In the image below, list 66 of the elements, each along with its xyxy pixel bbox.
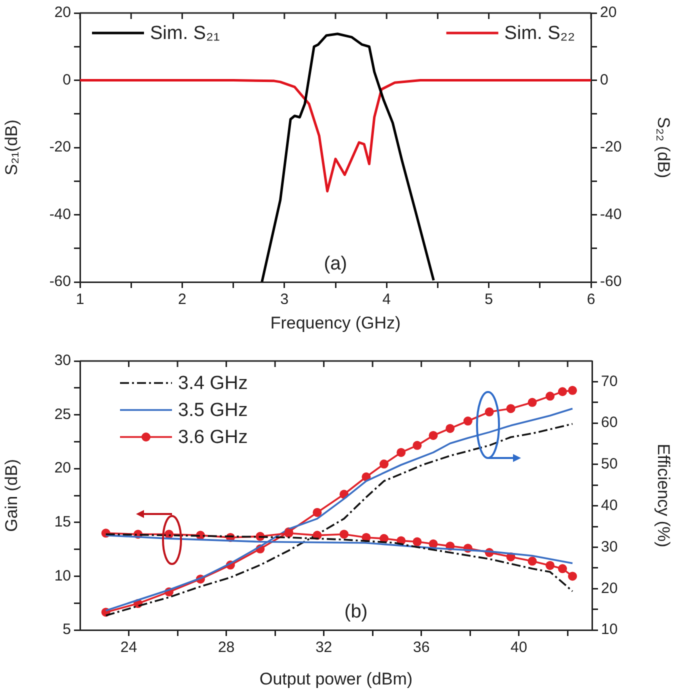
y-tick-label: 25 bbox=[54, 406, 71, 423]
point bbox=[484, 407, 494, 416]
legend-label: Sim. S₂₁ bbox=[150, 23, 220, 44]
y-tick-label: 30 bbox=[54, 352, 71, 370]
y2-tick-label: 70 bbox=[601, 372, 618, 390]
point bbox=[380, 460, 389, 469]
point bbox=[412, 440, 422, 450]
point bbox=[558, 564, 567, 574]
y-axis-title: Gain (dB) bbox=[2, 459, 21, 532]
x-tick-label: 28 bbox=[218, 639, 235, 656]
legend-label: 3.4 GHz bbox=[178, 373, 248, 394]
y-tick-label: 20 bbox=[54, 460, 71, 477]
legend-label: Sim. S₂₂ bbox=[504, 23, 575, 44]
y2-tick-label: 20 bbox=[600, 4, 617, 22]
point bbox=[506, 404, 516, 414]
legend-label: 3.6 GHz bbox=[178, 427, 248, 448]
y-tick-label: 10 bbox=[54, 567, 71, 584]
annotation: (a) bbox=[324, 254, 348, 275]
point bbox=[528, 398, 537, 407]
point bbox=[340, 530, 349, 539]
y2-tick-label: -60 bbox=[600, 273, 622, 290]
x-tick-label: 5 bbox=[484, 291, 493, 308]
y2-tick-label: 40 bbox=[601, 496, 618, 514]
point bbox=[558, 387, 567, 396]
point bbox=[428, 430, 438, 440]
x-tick-label: 3 bbox=[280, 291, 289, 308]
legend-label: 3.5 GHz bbox=[178, 400, 248, 422]
y-tick-label: -20 bbox=[49, 138, 71, 156]
y2-tick-label: 50 bbox=[601, 456, 618, 473]
y2-tick-label: -40 bbox=[600, 206, 622, 223]
point bbox=[446, 424, 455, 433]
x-tick-label: 6 bbox=[586, 291, 596, 308]
y-axis-title: S₂₁(dB) bbox=[2, 120, 21, 176]
point bbox=[568, 572, 577, 581]
x-tick-label: 40 bbox=[510, 639, 528, 656]
y2-tick-label: 30 bbox=[601, 538, 618, 556]
y-tick-label: -40 bbox=[49, 206, 71, 223]
y2-tick-label: 60 bbox=[601, 414, 618, 432]
point bbox=[546, 560, 555, 570]
x-axis-title: Frequency (GHz) bbox=[270, 313, 401, 332]
x-tick-label: 1 bbox=[76, 291, 84, 308]
x-tick-label: 32 bbox=[315, 639, 332, 656]
x-tick-label: 2 bbox=[178, 291, 186, 308]
annotation: (b) bbox=[344, 602, 368, 623]
y-tick-label: 5 bbox=[62, 621, 71, 638]
y2-tick-label: -20 bbox=[600, 138, 622, 156]
point bbox=[312, 508, 322, 517]
y2-axis-title: S₂₂ (dB) bbox=[654, 116, 674, 178]
y2-tick-label: 0 bbox=[600, 71, 608, 88]
point bbox=[412, 537, 422, 546]
y2-tick-label: 10 bbox=[601, 621, 618, 638]
y2-axis-title: Efficiency (%) bbox=[654, 444, 674, 548]
point bbox=[396, 448, 406, 457]
x-axis-title: Output power (dBm) bbox=[259, 669, 413, 688]
point bbox=[463, 416, 472, 426]
point bbox=[528, 556, 537, 566]
y2-tick-label: 20 bbox=[601, 580, 618, 597]
x-tick-label: 4 bbox=[382, 291, 391, 308]
x-tick-label: 36 bbox=[412, 639, 430, 656]
point bbox=[546, 392, 555, 401]
y-tick-label: 0 bbox=[62, 71, 71, 88]
y-tick-label: 20 bbox=[54, 4, 71, 22]
x-tick-label: 24 bbox=[120, 639, 138, 656]
y-tick-label: -60 bbox=[49, 273, 71, 290]
y-tick-label: 15 bbox=[54, 514, 71, 531]
point bbox=[568, 386, 577, 395]
